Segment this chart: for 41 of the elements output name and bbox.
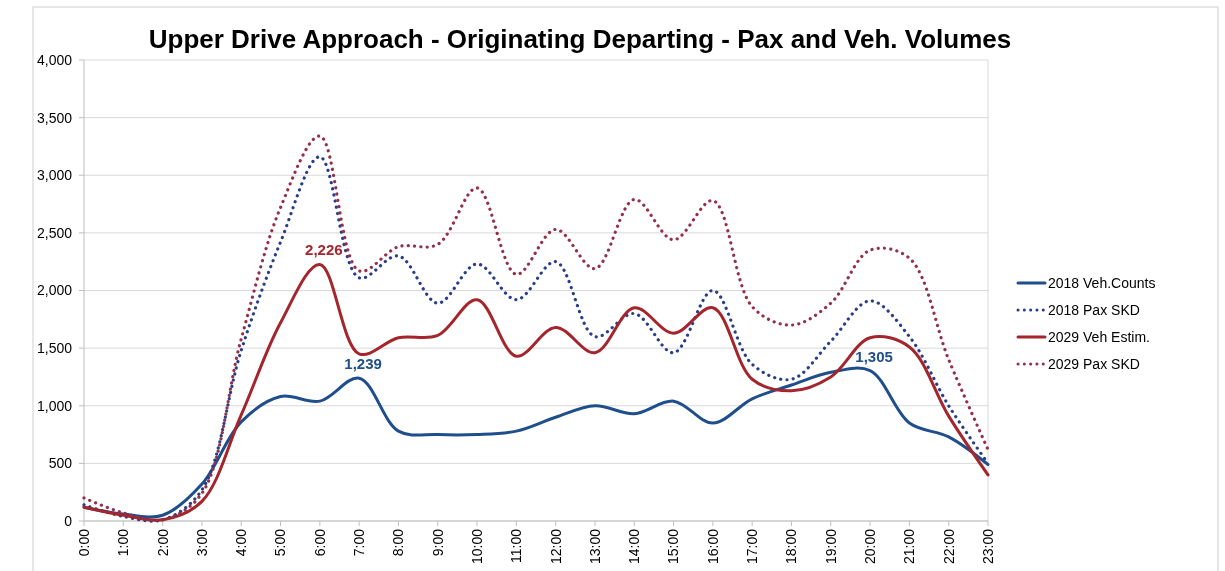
- y-tick-label: 1,500: [36, 340, 73, 357]
- x-tick-label: 17:00: [744, 528, 761, 565]
- x-tick-label: 23:00: [979, 528, 996, 565]
- data-label: 1,305: [855, 347, 893, 365]
- x-tick-label: 3:00: [193, 528, 210, 557]
- legend-label: 2018 Pax SKD: [1048, 301, 1140, 318]
- x-tick-label: 15:00: [665, 528, 682, 565]
- x-tick-label: 18:00: [783, 528, 800, 565]
- x-tick-label: 13:00: [586, 528, 603, 565]
- x-tick-label: 1:00: [115, 528, 132, 557]
- x-tick-label: 16:00: [704, 528, 721, 565]
- x-tick-label: 22:00: [940, 528, 957, 565]
- y-tick-label: 0: [64, 512, 73, 529]
- x-tick-label: 6:00: [311, 528, 328, 557]
- legend-label: 2029 Pax SKD: [1048, 355, 1140, 372]
- legend-label: 2018 Veh.Counts: [1048, 274, 1156, 291]
- x-tick-label: 20:00: [861, 528, 878, 565]
- x-tick-label: 7:00: [351, 528, 368, 557]
- y-tick-label: 500: [48, 455, 73, 472]
- y-tick-label: 4,000: [36, 51, 73, 68]
- y-tick-label: 3,500: [36, 109, 73, 126]
- x-tick-label: 21:00: [901, 528, 918, 565]
- x-tick-label: 4:00: [233, 528, 250, 557]
- x-tick-label: 2:00: [154, 528, 171, 557]
- data-label: 2,226: [305, 241, 343, 259]
- y-tick-label: 1,000: [36, 397, 73, 414]
- x-tick-label: 12:00: [547, 528, 564, 565]
- x-tick-label: 8:00: [390, 528, 407, 557]
- legend-label: 2029 Veh Estim.: [1048, 328, 1150, 345]
- y-tick-label: 2,500: [36, 224, 73, 241]
- x-tick-label: 10:00: [468, 528, 485, 565]
- x-tick-label: 19:00: [822, 528, 839, 565]
- x-tick-label: 9:00: [429, 528, 446, 557]
- x-tick-label: 0:00: [75, 528, 92, 557]
- y-tick-label: 2,000: [36, 282, 73, 299]
- x-tick-label: 14:00: [626, 528, 643, 565]
- data-label: 1,239: [344, 355, 382, 373]
- chart-title: Upper Drive Approach - Originating Departing - Pax and Veh. Volumes: [148, 24, 1012, 54]
- y-tick-label: 3,000: [36, 167, 73, 184]
- x-tick-label: 5:00: [272, 528, 289, 557]
- x-tick-label: 11:00: [508, 528, 525, 563]
